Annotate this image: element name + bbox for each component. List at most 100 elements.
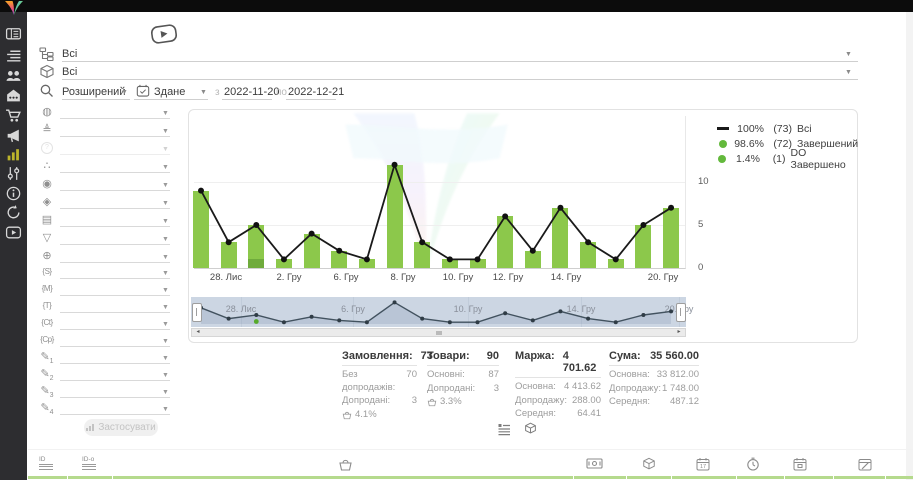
- payment-filter-caret[interactable]: ▼: [162, 218, 169, 225]
- bar-completed[interactable]: [635, 225, 652, 268]
- utm-content-filter[interactable]: {Ct} ▼: [36, 315, 176, 331]
- stage-filter[interactable]: ≜ ▼: [36, 122, 176, 138]
- custom-field-3-filter-caret[interactable]: ▼: [162, 389, 169, 396]
- bar-completed[interactable]: [580, 242, 597, 268]
- scroll-right-arrow[interactable]: ▸: [677, 329, 681, 335]
- id-column-icon[interactable]: ID: [39, 456, 53, 470]
- bar-completed[interactable]: [248, 225, 265, 268]
- bar-completed[interactable]: [303, 233, 320, 268]
- video-hint-icon[interactable]: [150, 24, 178, 49]
- utm-content-filter-caret[interactable]: ▼: [162, 321, 169, 328]
- navigator-label: 28. Лис: [225, 304, 257, 314]
- sidebar-item-store[interactable]: [5, 87, 22, 104]
- utm-medium-filter-caret[interactable]: ▼: [162, 287, 169, 294]
- payment-filter-underline: [60, 226, 170, 227]
- person-filter-caret[interactable]: ▼: [162, 182, 169, 189]
- utm-source-filter[interactable]: {S} ▼: [36, 264, 176, 280]
- sidebar-item-video-guide[interactable]: [5, 224, 22, 241]
- sidebar-item-dashboard[interactable]: [5, 25, 22, 42]
- legend-item-2[interactable]: 1.4% (1) DO Завершено: [716, 147, 858, 171]
- date-from-input[interactable]: 2022-11-20: [224, 86, 280, 98]
- bar-completed[interactable]: [275, 259, 292, 268]
- search-mode-caret[interactable]: ▼: [121, 89, 128, 96]
- sidebar-item-cart[interactable]: [5, 107, 22, 124]
- bar-completed[interactable]: [220, 242, 237, 268]
- search-mode-select[interactable]: Розширений: [62, 86, 126, 98]
- legend-item-1[interactable]: 98.6% (72) Завершений: [716, 136, 858, 151]
- funnel-filter[interactable]: ▽ ▼: [36, 230, 176, 246]
- website-filter[interactable]: ⊕ ▼: [36, 248, 176, 264]
- sidebar-item-sync[interactable]: [5, 204, 22, 221]
- banknote-column-icon[interactable]: [586, 457, 603, 475]
- chart-navigator[interactable]: 28. Лис 6. Гру 10. Гру 14. Гру 20. Гру: [191, 297, 693, 327]
- bar-completed[interactable]: [331, 250, 348, 268]
- id-o-column-icon[interactable]: ID-o: [82, 456, 96, 470]
- bar-completed[interactable]: [663, 207, 680, 268]
- brand-logo[interactable]: [2, 0, 26, 21]
- package-column-icon[interactable]: [642, 457, 656, 476]
- sidebar-item-settings[interactable]: [5, 165, 22, 182]
- custom-field-1-filter[interactable]: ✎1 ▼: [36, 349, 176, 365]
- unknown-filter[interactable]: ? ▼: [36, 140, 176, 156]
- utm-medium-filter[interactable]: {M} ▼: [36, 281, 176, 297]
- funnel-filter-caret[interactable]: ▼: [162, 236, 169, 243]
- page-scrollbar[interactable]: [906, 12, 913, 480]
- basket-column-icon[interactable]: [338, 457, 353, 477]
- product-filter-caret[interactable]: ▼: [845, 69, 852, 76]
- navigator-left-handle[interactable]: [192, 303, 202, 322]
- legend-item-0[interactable]: 100% (73) Всі: [716, 121, 858, 136]
- products-cube-icon[interactable]: [524, 422, 537, 440]
- stage-filter-caret[interactable]: ▼: [162, 128, 169, 135]
- sidebar-item-marketing[interactable]: [5, 127, 22, 144]
- source-filter[interactable]: ◍ ▼: [36, 104, 176, 120]
- bar-completed[interactable]: [193, 190, 209, 268]
- utm-campaign-filter-caret[interactable]: ▼: [162, 338, 169, 345]
- unknown-filter-caret[interactable]: ▼: [162, 146, 169, 153]
- calendar-edit-column-icon[interactable]: [858, 457, 872, 476]
- person-filter-icon: ◉: [42, 178, 52, 190]
- bar-completed[interactable]: [497, 216, 514, 268]
- product-filter-caret[interactable]: ▼: [162, 200, 169, 207]
- product-filter[interactable]: Всі: [62, 66, 78, 78]
- navigator-right-handle[interactable]: [676, 303, 686, 322]
- clock-column-icon[interactable]: [746, 457, 760, 476]
- product-filter[interactable]: ◈ ▼: [36, 194, 176, 210]
- status-filter-caret[interactable]: ▼: [845, 51, 852, 58]
- search-mode-underline: [62, 99, 130, 100]
- structure-filter[interactable]: ∴ ▼: [36, 158, 176, 174]
- sidebar-item-orders-list[interactable]: [5, 47, 22, 64]
- utm-term-filter-caret[interactable]: ▼: [162, 304, 169, 311]
- date-to-input[interactable]: 2022-12-21: [288, 86, 345, 98]
- custom-field-2-filter[interactable]: ✎2 ▼: [36, 366, 176, 382]
- utm-campaign-filter[interactable]: {Cp} ▼: [36, 332, 176, 348]
- chart-plot-area: [193, 116, 686, 269]
- sidebar-item-customers[interactable]: [5, 67, 22, 84]
- scrollbar-grip[interactable]: [436, 330, 441, 335]
- bar-completed[interactable]: [607, 259, 624, 268]
- custom-field-4-filter[interactable]: ✎4 ▼: [36, 400, 176, 416]
- apply-button[interactable]: Застосувати: [84, 419, 158, 436]
- custom-field-3-filter[interactable]: ✎3 ▼: [36, 383, 176, 399]
- summary-list-icon[interactable]: [497, 422, 511, 441]
- sidebar-item-analytics[interactable]: [5, 146, 22, 163]
- date-field-caret[interactable]: ▼: [200, 89, 207, 96]
- payment-filter[interactable]: ▤ ▼: [36, 212, 176, 228]
- scroll-left-arrow[interactable]: ◂: [196, 329, 200, 335]
- custom-field-2-filter-caret[interactable]: ▼: [162, 372, 169, 379]
- source-filter-caret[interactable]: ▼: [162, 110, 169, 117]
- sidebar-item-info[interactable]: [5, 185, 22, 202]
- status-filter[interactable]: Всі: [62, 48, 78, 60]
- utm-term-filter[interactable]: {T} ▼: [36, 298, 176, 314]
- bar-completed[interactable]: [524, 250, 541, 268]
- person-filter[interactable]: ◉ ▼: [36, 176, 176, 192]
- website-filter-caret[interactable]: ▼: [162, 254, 169, 261]
- calendar-import-column-icon[interactable]: [793, 457, 807, 476]
- bar-completed[interactable]: [552, 207, 569, 268]
- custom-field-1-filter-caret[interactable]: ▼: [162, 355, 169, 362]
- calendar-date-column-icon[interactable]: 17: [696, 457, 710, 476]
- navigator-scrollbar[interactable]: ◂ ▸: [191, 328, 686, 337]
- structure-filter-caret[interactable]: ▼: [162, 164, 169, 171]
- utm-source-filter-caret[interactable]: ▼: [162, 270, 169, 277]
- custom-field-4-filter-caret[interactable]: ▼: [162, 406, 169, 413]
- date-field-select[interactable]: Здане: [154, 86, 186, 98]
